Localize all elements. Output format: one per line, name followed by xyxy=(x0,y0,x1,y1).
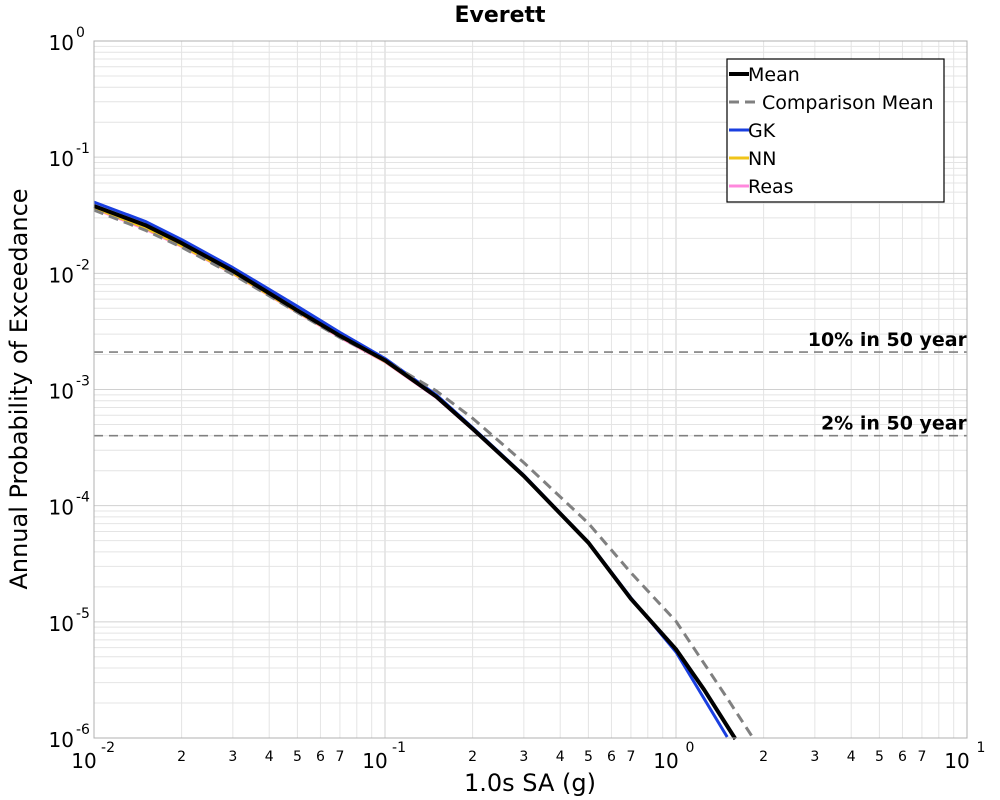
reference-line-label: 2% in 50 year xyxy=(821,413,968,435)
x-tick-label: 10 xyxy=(71,749,96,773)
legend-label-gk: GK xyxy=(748,120,776,142)
y-tick-label: 10 xyxy=(49,728,74,752)
x-minor-tick-label: 4 xyxy=(556,749,565,765)
x-axis-label: 1.0s SA (g) xyxy=(464,769,596,797)
y-tick-label: 10 xyxy=(49,496,74,520)
y-tick-exponent: -2 xyxy=(76,257,90,273)
y-tick-label: 10 xyxy=(49,147,74,171)
x-minor-tick-label: 7 xyxy=(335,749,344,765)
plot-frame xyxy=(93,40,968,739)
series-layer xyxy=(93,200,755,741)
legend-label-mean: Mean xyxy=(748,64,800,86)
series-line-mean xyxy=(93,204,738,741)
x-minor-tick-label: 3 xyxy=(228,749,237,765)
y-tick-label: 10 xyxy=(49,263,74,287)
y-tick-exponent: -4 xyxy=(76,490,90,506)
x-minor-tick-label: 4 xyxy=(265,749,274,765)
reference-line-label: 10% in 50 year xyxy=(808,329,968,351)
x-minor-tick-label: 5 xyxy=(293,749,302,765)
x-minor-tick-label: 6 xyxy=(316,749,325,765)
y-tick-exponent: 0 xyxy=(76,25,85,41)
grid-lines xyxy=(93,40,968,739)
x-tick-label: 10 xyxy=(944,749,969,773)
x-minor-tick-label: 5 xyxy=(584,749,593,765)
x-minor-tick-label: 2 xyxy=(177,749,186,765)
y-tick-exponent: -6 xyxy=(76,722,90,738)
x-minor-tick-label: 7 xyxy=(917,749,926,765)
y-tick-label: 10 xyxy=(49,612,74,636)
legend: Mean Comparison Mean GK NN Reas xyxy=(726,58,945,203)
x-minor-tick-label: 6 xyxy=(607,749,616,765)
x-tick-exponent: -2 xyxy=(101,740,115,756)
legend-label-reas: Reas xyxy=(748,176,794,198)
y-tick-exponent: -3 xyxy=(76,374,90,390)
x-tick-label: 10 xyxy=(362,749,387,773)
legend-label-comparison-mean: Comparison Mean xyxy=(762,92,934,114)
x-minor-tick-label: 2 xyxy=(468,749,477,765)
y-axis-label: Annual Probability of Exceedance xyxy=(5,188,33,589)
chart-title: Everett xyxy=(454,3,546,28)
x-minor-tick-label: 4 xyxy=(847,749,856,765)
legend-label-nn: NN xyxy=(748,148,776,170)
series-line-comparison-mean xyxy=(93,208,755,740)
legend-box xyxy=(726,58,945,203)
x-tick-label: 10 xyxy=(653,749,678,773)
y-tick-exponent: -5 xyxy=(76,606,90,622)
x-tick-exponent: 0 xyxy=(686,740,695,756)
y-tick-exponent: -1 xyxy=(76,141,90,157)
x-minor-tick-label: 3 xyxy=(519,749,528,765)
x-minor-tick-label: 6 xyxy=(898,749,907,765)
y-tick-label: 10 xyxy=(49,31,74,55)
x-minor-tick-label: 7 xyxy=(626,749,635,765)
x-tick-exponent: 1 xyxy=(977,740,986,756)
x-minor-tick-label: 3 xyxy=(810,749,819,765)
x-tick-exponent: -1 xyxy=(392,740,406,756)
reference-lines: 10% in 50 year 2% in 50 year xyxy=(94,329,968,437)
x-minor-tick-label: 5 xyxy=(875,749,884,765)
x-minor-tick-label: 2 xyxy=(759,749,768,765)
y-tick-label: 10 xyxy=(49,380,74,404)
